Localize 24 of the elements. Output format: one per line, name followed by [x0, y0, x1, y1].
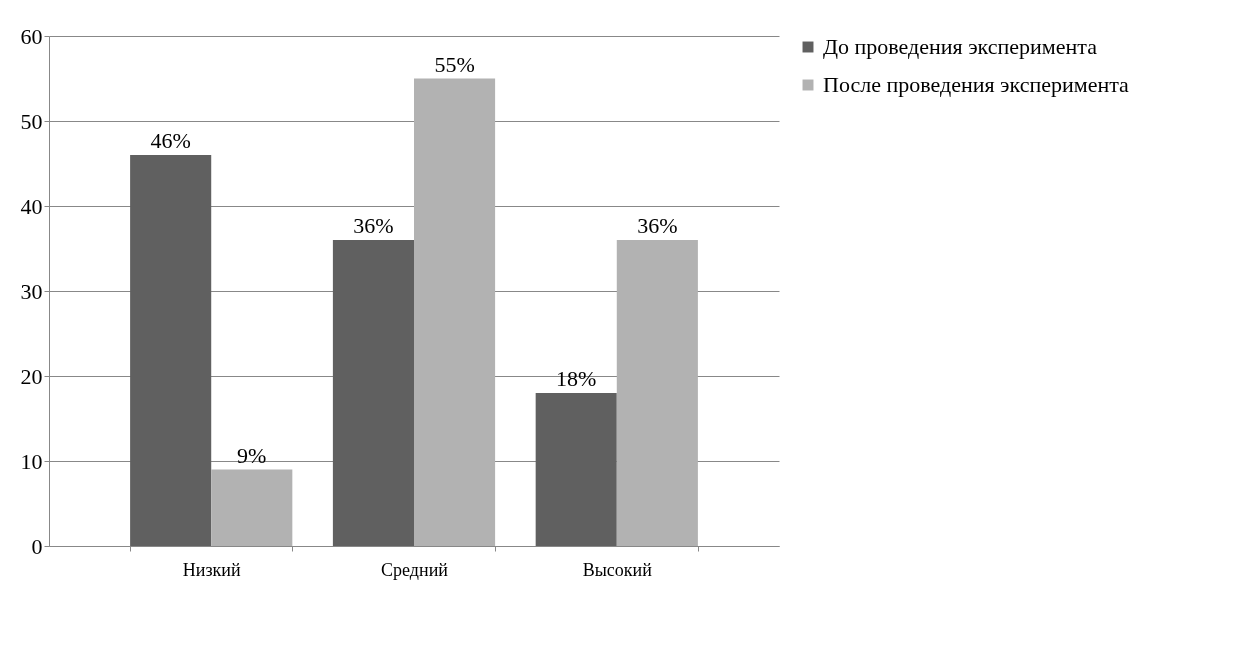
bar — [414, 78, 496, 546]
y-tick-label: 20 — [20, 363, 43, 389]
bar — [616, 240, 698, 546]
x-tick-label: Высокий — [582, 559, 653, 580]
y-tick-label: 50 — [20, 108, 43, 134]
data-label: 46% — [150, 128, 191, 153]
data-label: 36% — [353, 213, 394, 238]
y-tick-label: 10 — [20, 448, 43, 474]
bar — [211, 469, 293, 546]
data-label: 55% — [434, 51, 475, 77]
x-tick-label: Низкий — [182, 559, 241, 580]
y-tick-label: 0 — [31, 533, 43, 559]
legend-label: До проведения эксперимента — [823, 34, 1098, 59]
bar — [130, 155, 212, 546]
legend-label: После проведения эксперимента — [823, 72, 1130, 97]
data-label: 9% — [237, 442, 267, 468]
y-tick-label: 60 — [20, 23, 43, 49]
x-tick-label: Средний — [381, 559, 449, 580]
bar — [535, 393, 617, 546]
y-tick-label: 40 — [20, 193, 43, 219]
data-label: 18% — [556, 366, 597, 391]
bar — [332, 240, 414, 546]
data-label: 36% — [637, 213, 678, 238]
y-tick-label: 30 — [20, 278, 43, 304]
